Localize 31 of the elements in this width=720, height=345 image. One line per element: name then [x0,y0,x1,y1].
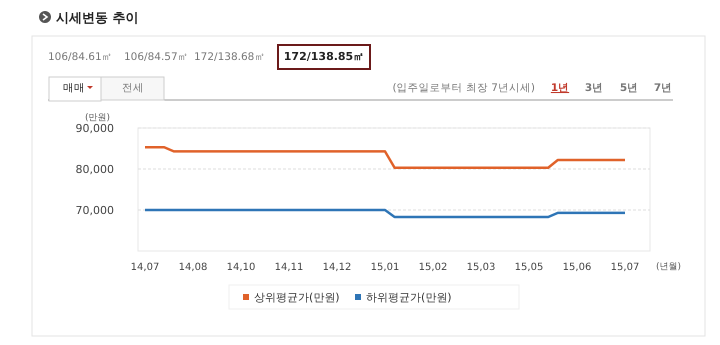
chart-title: 시세변동 추이 [56,11,139,26]
x-axis-title: (년월) [656,262,682,272]
x-tick-label: 14,08 [178,262,208,273]
y-tick-label: 70,000 [76,204,114,217]
x-tick-label: 14,11 [274,262,304,273]
text: (입주일로부터 최장 7년시세) [392,82,535,94]
x-tick-label: 15,02 [418,262,448,273]
x-tick-label: 14,10 [226,262,256,273]
x-tick-label: 15,07 [610,262,640,273]
text: 매매 [63,82,85,94]
text: 172/138.68㎡ [194,51,266,63]
x-tick-label: 15,05 [514,262,544,273]
x-tick-label: 15,06 [562,262,592,273]
x-tick-label: 14,12 [322,262,352,273]
text: 1년 [550,82,570,94]
text: 106/84.57㎡ [124,51,189,63]
text: 전세 [122,82,144,94]
text: 3년 [584,82,604,94]
y-axis-title: (만원) [85,113,110,123]
text: 106/84.61㎡ [48,51,113,63]
text: 7년 [654,82,672,94]
legend-label: 하위평균가(만원) [366,291,452,304]
x-tick-label: 15,03 [466,262,496,273]
line-series [144,146,626,170]
x-tick-label: 14,07 [130,262,160,273]
text: 5년 [620,82,638,94]
y-tick-label: 80,000 [76,163,114,176]
x-tick-label: 15,01 [370,262,400,273]
legend-label: 상위평균가(만원) [254,291,340,304]
y-tick-label: 90,000 [76,122,114,135]
text: 172/138.85㎡ [284,50,364,63]
